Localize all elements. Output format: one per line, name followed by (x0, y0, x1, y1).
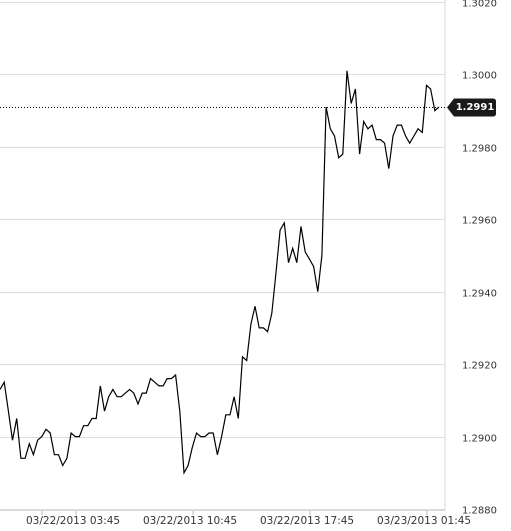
y-tick-label: 1.3020 (462, 0, 497, 10)
last-price-label: 1.2991 (456, 102, 495, 113)
price-series (0, 70, 440, 475)
y-tick-label: 1.2900 (462, 434, 497, 445)
last-price-badge-shape (447, 98, 496, 117)
x-tick-label: 03/22/2013 03:45 (26, 515, 120, 527)
y-tick-label: 1.2980 (462, 144, 497, 155)
y-tick-label: 1.2880 (462, 506, 497, 517)
y-tick-label: 1.2940 (462, 289, 497, 300)
last-price-badge: 1.2991 (447, 98, 496, 117)
y-tick-label: 1.2960 (462, 216, 497, 227)
y-tick-label: 1.3000 (462, 71, 497, 82)
x-tick-label: 03/22/2013 17:45 (260, 515, 354, 527)
gridlines (0, 2, 445, 510)
y-axis-ticks: 1.2880 1.2900 1.2920 1.2940 1.2960 1.2980 1.30… (462, 0, 497, 517)
y-tick-label: 1.2920 (462, 361, 497, 372)
series-line (0, 70, 440, 475)
x-tick-label: 03/23/2013 01:45 (377, 515, 471, 527)
x-tick-label: 03/22/2013 10:45 (143, 515, 237, 527)
